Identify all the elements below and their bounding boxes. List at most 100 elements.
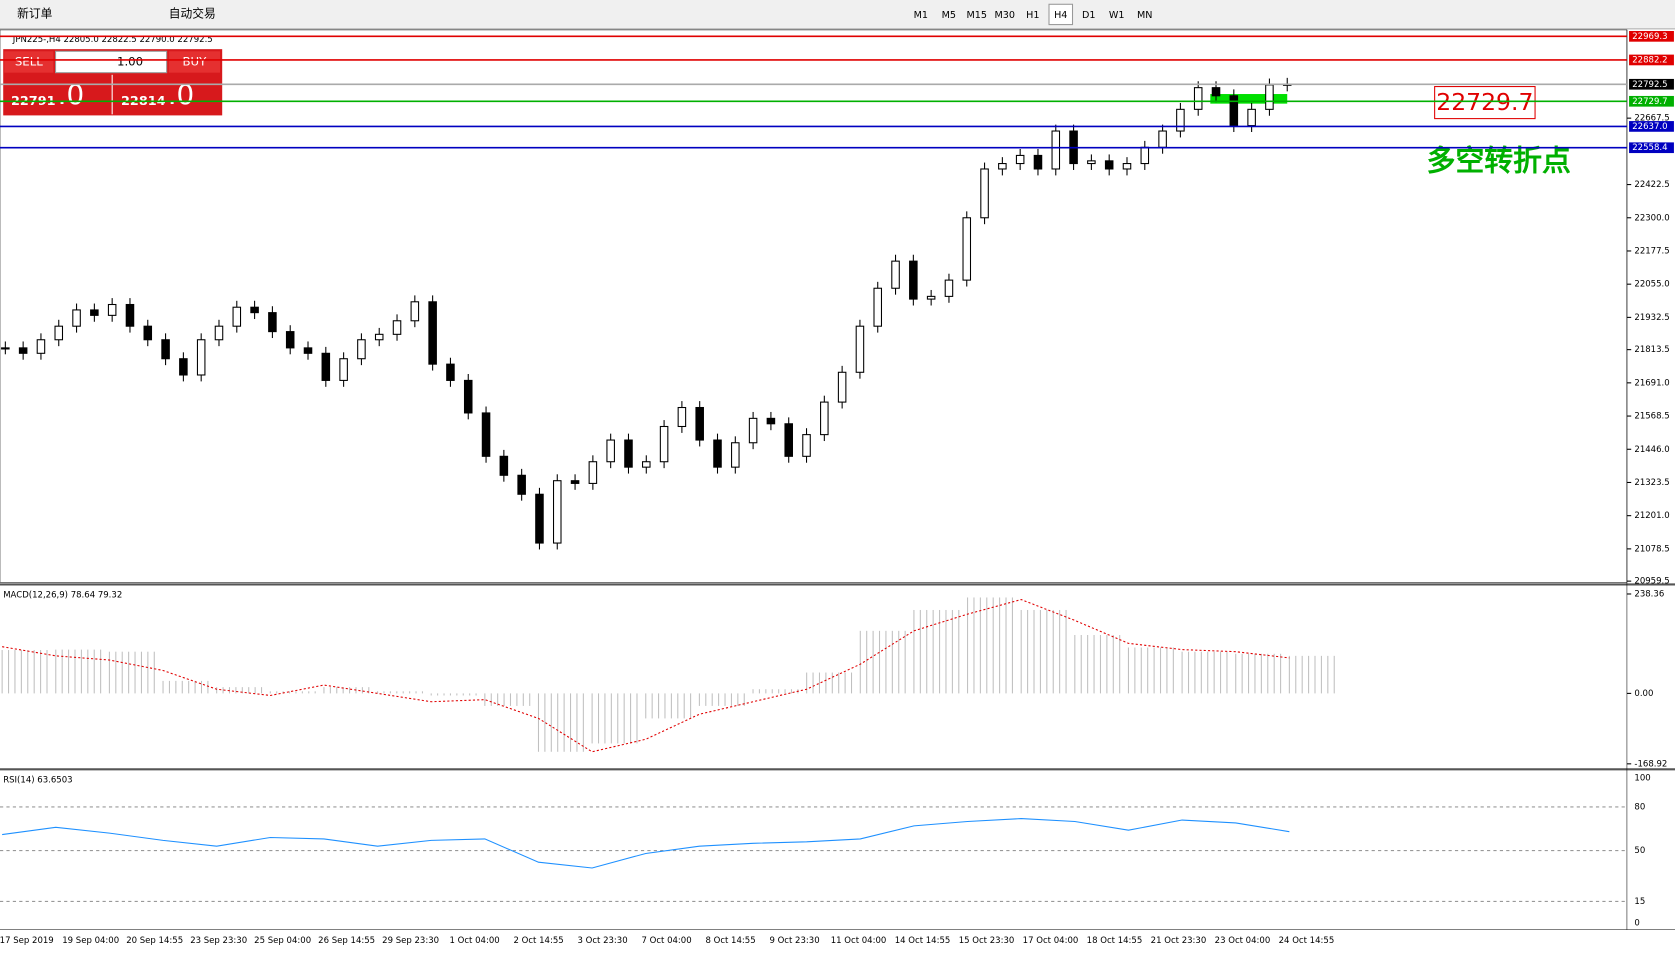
timeframe[interactable]: M15 (967, 10, 988, 21)
level-tag (1629, 142, 1674, 154)
candle (303, 347, 313, 354)
candle (588, 461, 598, 484)
candle (1015, 154, 1025, 165)
x-tick-label: 23 Oct 04:00 (1215, 936, 1271, 946)
toolbar (0, 0, 1675, 29)
y-tick-label: 21691.0 (1634, 378, 1669, 388)
candle (125, 303, 135, 327)
bid-frac: .0 (58, 78, 84, 111)
candle (481, 412, 491, 457)
x-tick-label: 11 Oct 04:00 (831, 936, 887, 946)
candle (1122, 163, 1132, 170)
level-label: 22558.4 (1632, 143, 1667, 153)
timeframe[interactable]: M5 (942, 10, 956, 21)
candle (232, 306, 242, 327)
level-label: 22969.3 (1632, 32, 1667, 42)
candle (784, 423, 793, 457)
level-label: 22637.0 (1632, 122, 1667, 132)
candle (944, 279, 954, 297)
candle (855, 325, 865, 373)
x-tick-label: 15 Oct 23:30 (959, 936, 1015, 946)
y-tick-label: 238.36 (1634, 589, 1664, 599)
candle (18, 347, 28, 354)
candle (1140, 146, 1150, 165)
candle (909, 260, 918, 300)
candle (36, 339, 46, 354)
y-tick-label: 100 (1634, 773, 1650, 783)
candle (1158, 130, 1167, 148)
y-tick-label: 20959.5 (1634, 577, 1669, 587)
candle (179, 358, 188, 376)
candle (695, 406, 704, 441)
y-tick-label: -168.92 (1634, 759, 1667, 769)
volume[interactable]: 1.00 (117, 54, 143, 68)
macd-title: MACD(12,26,9) 78.64 79.32 (3, 591, 122, 601)
candle (1087, 160, 1096, 165)
y-tick-label: 21568.5 (1634, 412, 1669, 422)
candle (1229, 95, 1239, 127)
new-order[interactable]: 新订单 (17, 6, 52, 20)
candle (1247, 108, 1256, 127)
timeframe[interactable]: D1 (1082, 10, 1096, 21)
level-tag (1629, 78, 1674, 90)
candle (820, 401, 829, 436)
y-tick-label: 80 (1634, 802, 1645, 812)
timeframe[interactable]: H1 (1026, 10, 1039, 21)
trade-panel: SELL BUY 1.00 22791 .0 22814 .0 (3, 49, 223, 116)
y-tick-label: 50 (1634, 846, 1645, 856)
x-tick-label: 21 Oct 23:30 (1151, 936, 1207, 946)
timeframe[interactable]: W1 (1109, 10, 1125, 21)
candle (926, 295, 936, 300)
x-tick-label: 29 Sep 23:30 (382, 936, 439, 946)
x-tick-label: 7 Oct 04:00 (641, 936, 691, 946)
candle (962, 217, 972, 281)
tf-active (1048, 3, 1074, 26)
level-label: 22792.5 (1632, 80, 1667, 90)
candle (1104, 160, 1114, 170)
buy-button[interactable]: BUY (182, 54, 207, 68)
candle (642, 461, 651, 468)
y-tick-label: 22422.5 (1634, 180, 1669, 190)
x-tick-label: 1 Oct 04:00 (450, 936, 500, 946)
candle (463, 379, 473, 414)
price-note-box (1434, 86, 1536, 120)
candle (339, 358, 348, 381)
level-tag (1629, 31, 1674, 42)
rsi-line (2, 818, 1290, 869)
candle (321, 352, 331, 381)
y-tick-label: 21201.0 (1634, 511, 1669, 521)
signal-line (2, 598, 1290, 753)
candle (980, 168, 989, 219)
candle (1265, 84, 1274, 110)
candle (606, 439, 615, 463)
timeframe[interactable]: M30 (995, 10, 1016, 21)
sell-button[interactable]: SELL (15, 54, 43, 68)
timeframe[interactable]: H4 (1054, 10, 1067, 21)
candle (196, 339, 206, 376)
candle (143, 325, 153, 341)
candle (1211, 87, 1221, 97)
candle (428, 301, 437, 365)
x-tick-label: 18 Oct 14:55 (1087, 936, 1143, 946)
candle (998, 163, 1007, 170)
candle (1051, 130, 1061, 170)
candle (659, 425, 669, 463)
candle (802, 434, 811, 457)
level-tag (1629, 95, 1674, 107)
y-tick-label: 0.00 (1634, 689, 1653, 699)
candle (410, 301, 420, 322)
timeframe[interactable]: MN (1137, 10, 1152, 21)
y-tick-label: 22667.5 (1634, 114, 1669, 124)
auto-trade[interactable]: 自动交易 (169, 6, 216, 20)
candle (873, 287, 883, 327)
candle (90, 309, 99, 316)
chart-header: JPN225-,H4 22805.0 22822.5 22790.0 22792… (12, 35, 213, 45)
timeframe[interactable]: M1 (914, 10, 928, 21)
y-tick-label: 21323.5 (1634, 478, 1669, 488)
x-tick-label: 9 Oct 23:30 (769, 936, 819, 946)
candle (677, 406, 687, 428)
x-tick-label: 14 Oct 14:55 (895, 936, 951, 946)
candle (161, 339, 170, 360)
x-tick-label: 17 Sep 2019 (0, 936, 54, 946)
